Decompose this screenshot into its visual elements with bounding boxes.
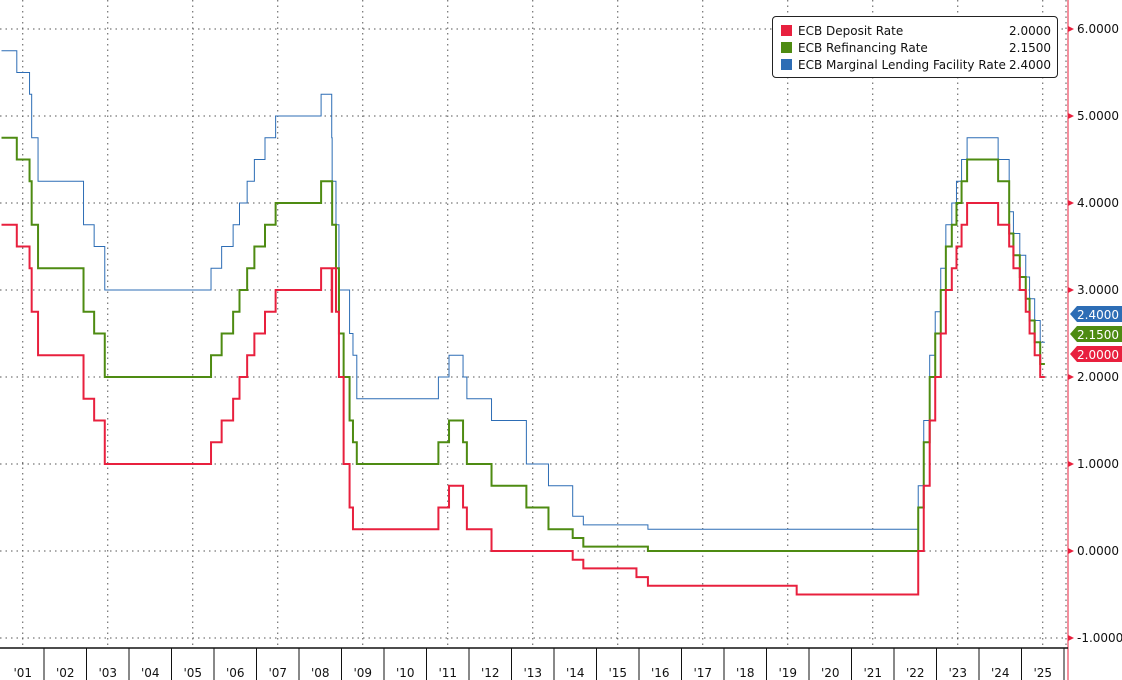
grid	[0, 0, 1067, 648]
x-tick-label: '22	[906, 666, 925, 680]
legend-swatch	[781, 42, 792, 53]
x-tick-label: '16	[651, 666, 670, 680]
x-tick-label: '01	[13, 666, 32, 680]
last-value-badge	[1070, 306, 1122, 322]
last-value-label: 2.1500	[1077, 328, 1119, 342]
x-tick-label: '19	[778, 666, 797, 680]
x-tick-label: '17	[693, 666, 712, 680]
y-tick	[1068, 548, 1074, 554]
x-tick-label: '11	[438, 666, 457, 680]
legend-value: 2.1500	[1009, 40, 1051, 55]
legend-item-refinancing: ECB Refinancing Rate 2.1500	[781, 39, 1051, 56]
y-tick	[1068, 26, 1074, 32]
y-tick-label: 4.0000	[1077, 196, 1119, 210]
x-tick-label: '10	[396, 666, 415, 680]
y-tick-label: 3.0000	[1077, 283, 1119, 297]
x-tick-label: '21	[863, 666, 882, 680]
y-tick	[1068, 461, 1074, 467]
legend-label: ECB Deposit Rate	[798, 23, 904, 38]
x-tick-label: '02	[56, 666, 75, 680]
series-line-marginal-lending	[1, 50, 1045, 530]
last-value-badges: 2.4000 2.1500 2.0000	[1070, 306, 1122, 362]
legend-value: 2.4000	[1009, 57, 1051, 72]
x-tick-label: '14	[566, 666, 585, 680]
series-lines	[1, 50, 1045, 596]
y-tick-label: 2.0000	[1077, 370, 1119, 384]
y-tick-label: -1.0000	[1077, 631, 1122, 645]
x-axis: '01 '02 '03 '04 '05 '06 '07 '08 '09 '10 '11 '12 '13 '…	[0, 647, 1068, 680]
x-tick-label: '23	[948, 666, 967, 680]
x-tick-label: '07	[268, 666, 287, 680]
legend-swatch	[781, 25, 792, 36]
last-value-label: 2.0000	[1077, 348, 1119, 362]
legend-label: ECB Marginal Lending Facility Rate	[798, 57, 1006, 72]
x-tick-label: '08	[311, 666, 330, 680]
x-tick-label: '03	[98, 666, 117, 680]
x-tick-label: '06	[226, 666, 245, 680]
x-tick-label: '09	[353, 666, 372, 680]
y-tick	[1068, 113, 1074, 119]
x-tick-label: '13	[523, 666, 542, 680]
x-tick-label: '25	[1033, 666, 1052, 680]
x-tick-label: '24	[991, 666, 1010, 680]
y-tick-label: 5.0000	[1077, 109, 1119, 123]
series-line-refinancing	[1, 136, 1045, 552]
y-tick	[1068, 635, 1074, 641]
y-axis: 6.0000 5.0000 4.0000 3.0000 2.0000 1.0000 0.00…	[1067, 0, 1122, 680]
x-tick-label: '05	[183, 666, 202, 680]
legend-item-marginal-lending: ECB Marginal Lending Facility Rate 2.400…	[781, 56, 1051, 73]
last-value-label: 2.4000	[1077, 308, 1119, 322]
legend: ECB Deposit Rate 2.0000 ECB Refinancing …	[772, 16, 1058, 78]
legend-label: ECB Refinancing Rate	[798, 40, 928, 55]
y-tick	[1068, 374, 1074, 380]
y-tick	[1068, 200, 1074, 206]
series-line-deposit	[1, 202, 1045, 596]
y-tick	[1068, 287, 1074, 293]
x-tick-label: '15	[608, 666, 627, 680]
y-tick-label: 1.0000	[1077, 457, 1119, 471]
last-value-badge	[1070, 346, 1122, 362]
y-tick-label: 0.0000	[1077, 544, 1119, 558]
x-tick-label: '12	[481, 666, 500, 680]
legend-item-deposit: ECB Deposit Rate 2.0000	[781, 22, 1051, 39]
last-value-badge	[1070, 326, 1122, 342]
legend-swatch	[781, 59, 792, 70]
y-tick-label: 6.0000	[1077, 22, 1119, 36]
x-tick-label: '18	[736, 666, 755, 680]
legend-value: 2.0000	[1009, 23, 1051, 38]
x-tick-label: '20	[821, 666, 840, 680]
x-tick-label: '04	[141, 666, 160, 680]
